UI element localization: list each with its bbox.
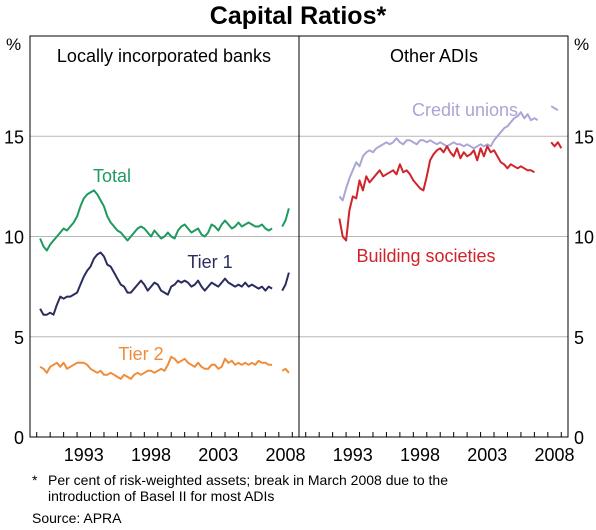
series-line-credit_unions-0 <box>338 111 539 202</box>
y-tick-left-15: 15 <box>4 127 24 147</box>
panel-title-1: Other ADIs <box>390 46 478 66</box>
series-label-building_societies: Building societies <box>356 246 495 266</box>
x-tick-label-1-2008: 2008 <box>535 445 575 465</box>
x-tick-label-0-2003: 2003 <box>198 445 238 465</box>
series-label-total: Total <box>93 166 131 186</box>
panel-title-0: Locally incorporated banks <box>57 46 271 66</box>
series-line-total-1 <box>281 208 290 227</box>
series-line-credit_unions-1 <box>550 105 559 112</box>
y-tick-right-5: 5 <box>574 328 584 348</box>
series-line-building_societies-1 <box>550 141 563 149</box>
series-line-building_societies-0 <box>338 145 535 242</box>
footnote-marker: * <box>32 472 38 488</box>
series-line-tier1-0 <box>39 251 273 316</box>
series-line-tier2-0 <box>39 355 273 380</box>
y-unit-left: % <box>6 35 21 54</box>
x-tick-label-1-1998: 1998 <box>400 445 440 465</box>
series-line-tier2-1 <box>281 367 290 374</box>
series-label-tier2: Tier 2 <box>118 344 163 364</box>
series-line-total-0 <box>39 189 273 252</box>
x-tick-label-0-2008: 2008 <box>266 445 306 465</box>
y-tick-left-0: 0 <box>14 428 24 448</box>
x-tick-label-0-1998: 1998 <box>131 445 171 465</box>
source-note: Source: APRA <box>32 510 122 526</box>
y-tick-left-10: 10 <box>4 228 24 248</box>
series-label-credit_unions: Credit unions <box>412 100 518 120</box>
x-tick-label-0-1993: 1993 <box>64 445 104 465</box>
series-line-tier1-1 <box>281 272 290 292</box>
y-tick-right-15: 15 <box>574 127 594 147</box>
y-tick-right-0: 0 <box>574 428 584 448</box>
chart-title: Capital Ratios* <box>209 2 387 30</box>
footnote-line-2: introduction of Basel II for most ADIs <box>48 488 275 504</box>
series-label-tier1: Tier 1 <box>187 252 232 272</box>
y-tick-left-5: 5 <box>14 328 24 348</box>
footnote-line-1: Per cent of risk-weighted assets; break … <box>48 472 448 488</box>
x-tick-label-1-2003: 2003 <box>467 445 507 465</box>
x-tick-label-1-1993: 1993 <box>333 445 373 465</box>
y-tick-right-10: 10 <box>574 228 594 248</box>
y-unit-right: % <box>574 35 589 54</box>
